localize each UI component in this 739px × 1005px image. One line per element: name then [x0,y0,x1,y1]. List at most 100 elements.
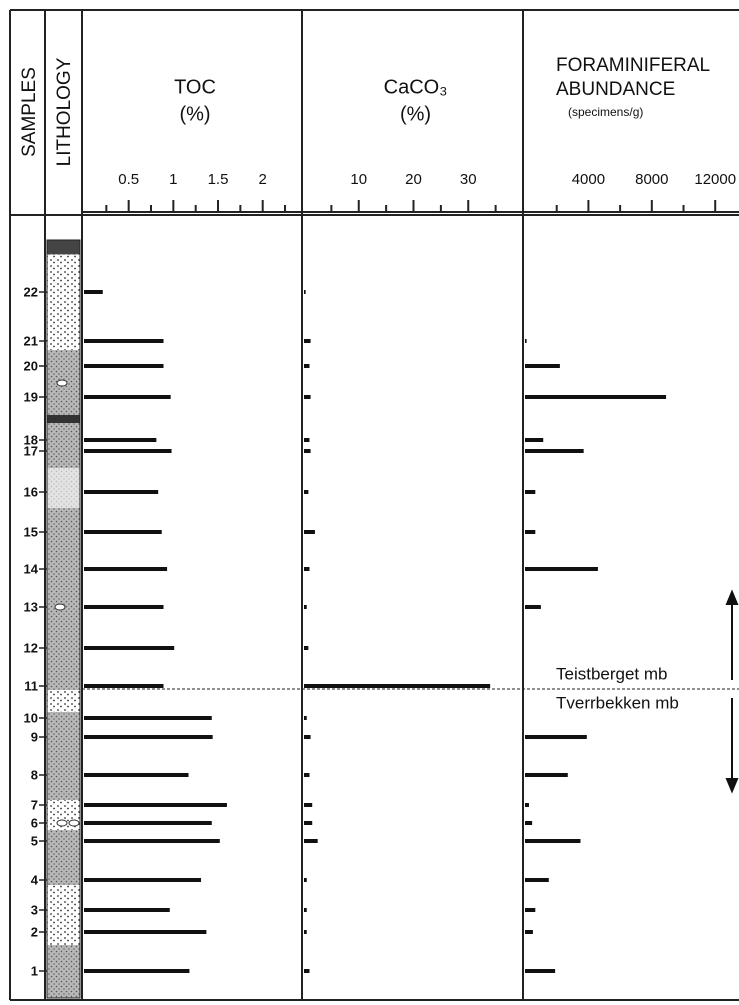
x-tick-label: 10 [350,171,367,188]
bar [304,969,309,973]
arrows [727,592,737,791]
sample-label: 4 [31,872,39,887]
panel-subtitle: (%) [179,103,210,125]
sample-label: 15 [24,524,38,539]
sample-label: 22 [24,284,38,299]
bar [84,364,164,368]
bar [525,395,666,399]
bar [525,530,535,534]
bar [84,646,174,650]
bar [525,605,541,609]
bar [84,735,213,739]
bar [304,438,309,442]
bar [525,773,568,777]
sample-label: 13 [24,599,38,614]
panel-subtitle: (%) [400,103,431,125]
bar [525,969,555,973]
sample-label: 10 [24,710,38,725]
bar [84,290,103,294]
bar [304,449,311,453]
bar [304,908,307,912]
bar [525,821,532,825]
bar [84,530,162,534]
bar [84,605,164,609]
x-tick-label: 0.5 [118,171,139,188]
bar [84,821,212,825]
panel-title: TOC [174,76,216,98]
x-tick-label: 1.5 [208,171,229,188]
sample-label: 11 [24,678,38,693]
bar [525,735,587,739]
bar [525,878,549,882]
bar [84,716,212,720]
chart: SAMPLES LITHOLOGY Teistberget mb Tverrbe… [0,0,739,1005]
sample-label: 3 [31,902,38,917]
lithology-label: LITHOLOGY [54,57,75,166]
bar [84,438,156,442]
frame [10,10,739,1000]
bar [84,684,164,688]
bar [84,930,206,934]
sample-label: 14 [24,561,39,576]
sample-label: 9 [31,729,38,744]
bar [304,839,318,843]
sample-label: 7 [31,797,38,812]
bar [525,339,527,343]
bar [525,364,560,368]
bar [304,530,315,534]
panel-subtitle: ABUNDANCE [556,79,675,100]
sample-label: 5 [31,833,38,848]
bar [304,930,307,934]
x-tick-label: 8000 [635,171,668,188]
x-tick-label: 4000 [572,171,605,188]
sample-label: 1 [31,963,38,978]
bar [525,567,598,571]
sample-label: 19 [24,389,38,404]
x-tick-label: 1 [169,171,177,188]
sample-label: 12 [24,640,38,655]
panel-unit: (specimens/g) [568,105,643,119]
bar [304,339,311,343]
bar [84,803,227,807]
sample-label: 8 [31,767,38,782]
bar [525,803,529,807]
bar [304,605,307,609]
bar [304,878,307,882]
bar [525,839,580,843]
sample-label: 17 [24,443,38,458]
samples-label: SAMPLES [19,67,40,157]
sample-label: 21 [24,333,38,348]
bar [304,735,311,739]
bar [84,908,170,912]
bar [304,773,309,777]
bar [84,969,189,973]
bar [84,773,189,777]
bar [525,908,535,912]
sample-label: 6 [31,815,38,830]
sample-label: 16 [24,484,38,499]
bar [304,646,308,650]
panel-title: FORAMINIFERAL [556,55,710,76]
bar [304,716,307,720]
lithology-column [47,240,80,998]
lower-member-label: Tverrbekken mb [556,693,679,712]
bar [304,290,306,294]
bar [84,339,164,343]
bar [84,839,220,843]
x-tick-label: 12000 [694,171,736,188]
bar [84,449,172,453]
bar [84,490,158,494]
bar [304,821,312,825]
bar [304,364,309,368]
upper-member-label: Teistberget mb [556,664,668,683]
bar [304,490,308,494]
x-tick-label: 2 [259,171,267,188]
x-tick-label: 30 [460,171,477,188]
bar [84,878,201,882]
sample-label: 20 [24,358,38,373]
bar [304,395,311,399]
bar [525,490,535,494]
bar [304,684,490,688]
panel-title: CaCO₃ [384,76,448,98]
bar [304,803,312,807]
